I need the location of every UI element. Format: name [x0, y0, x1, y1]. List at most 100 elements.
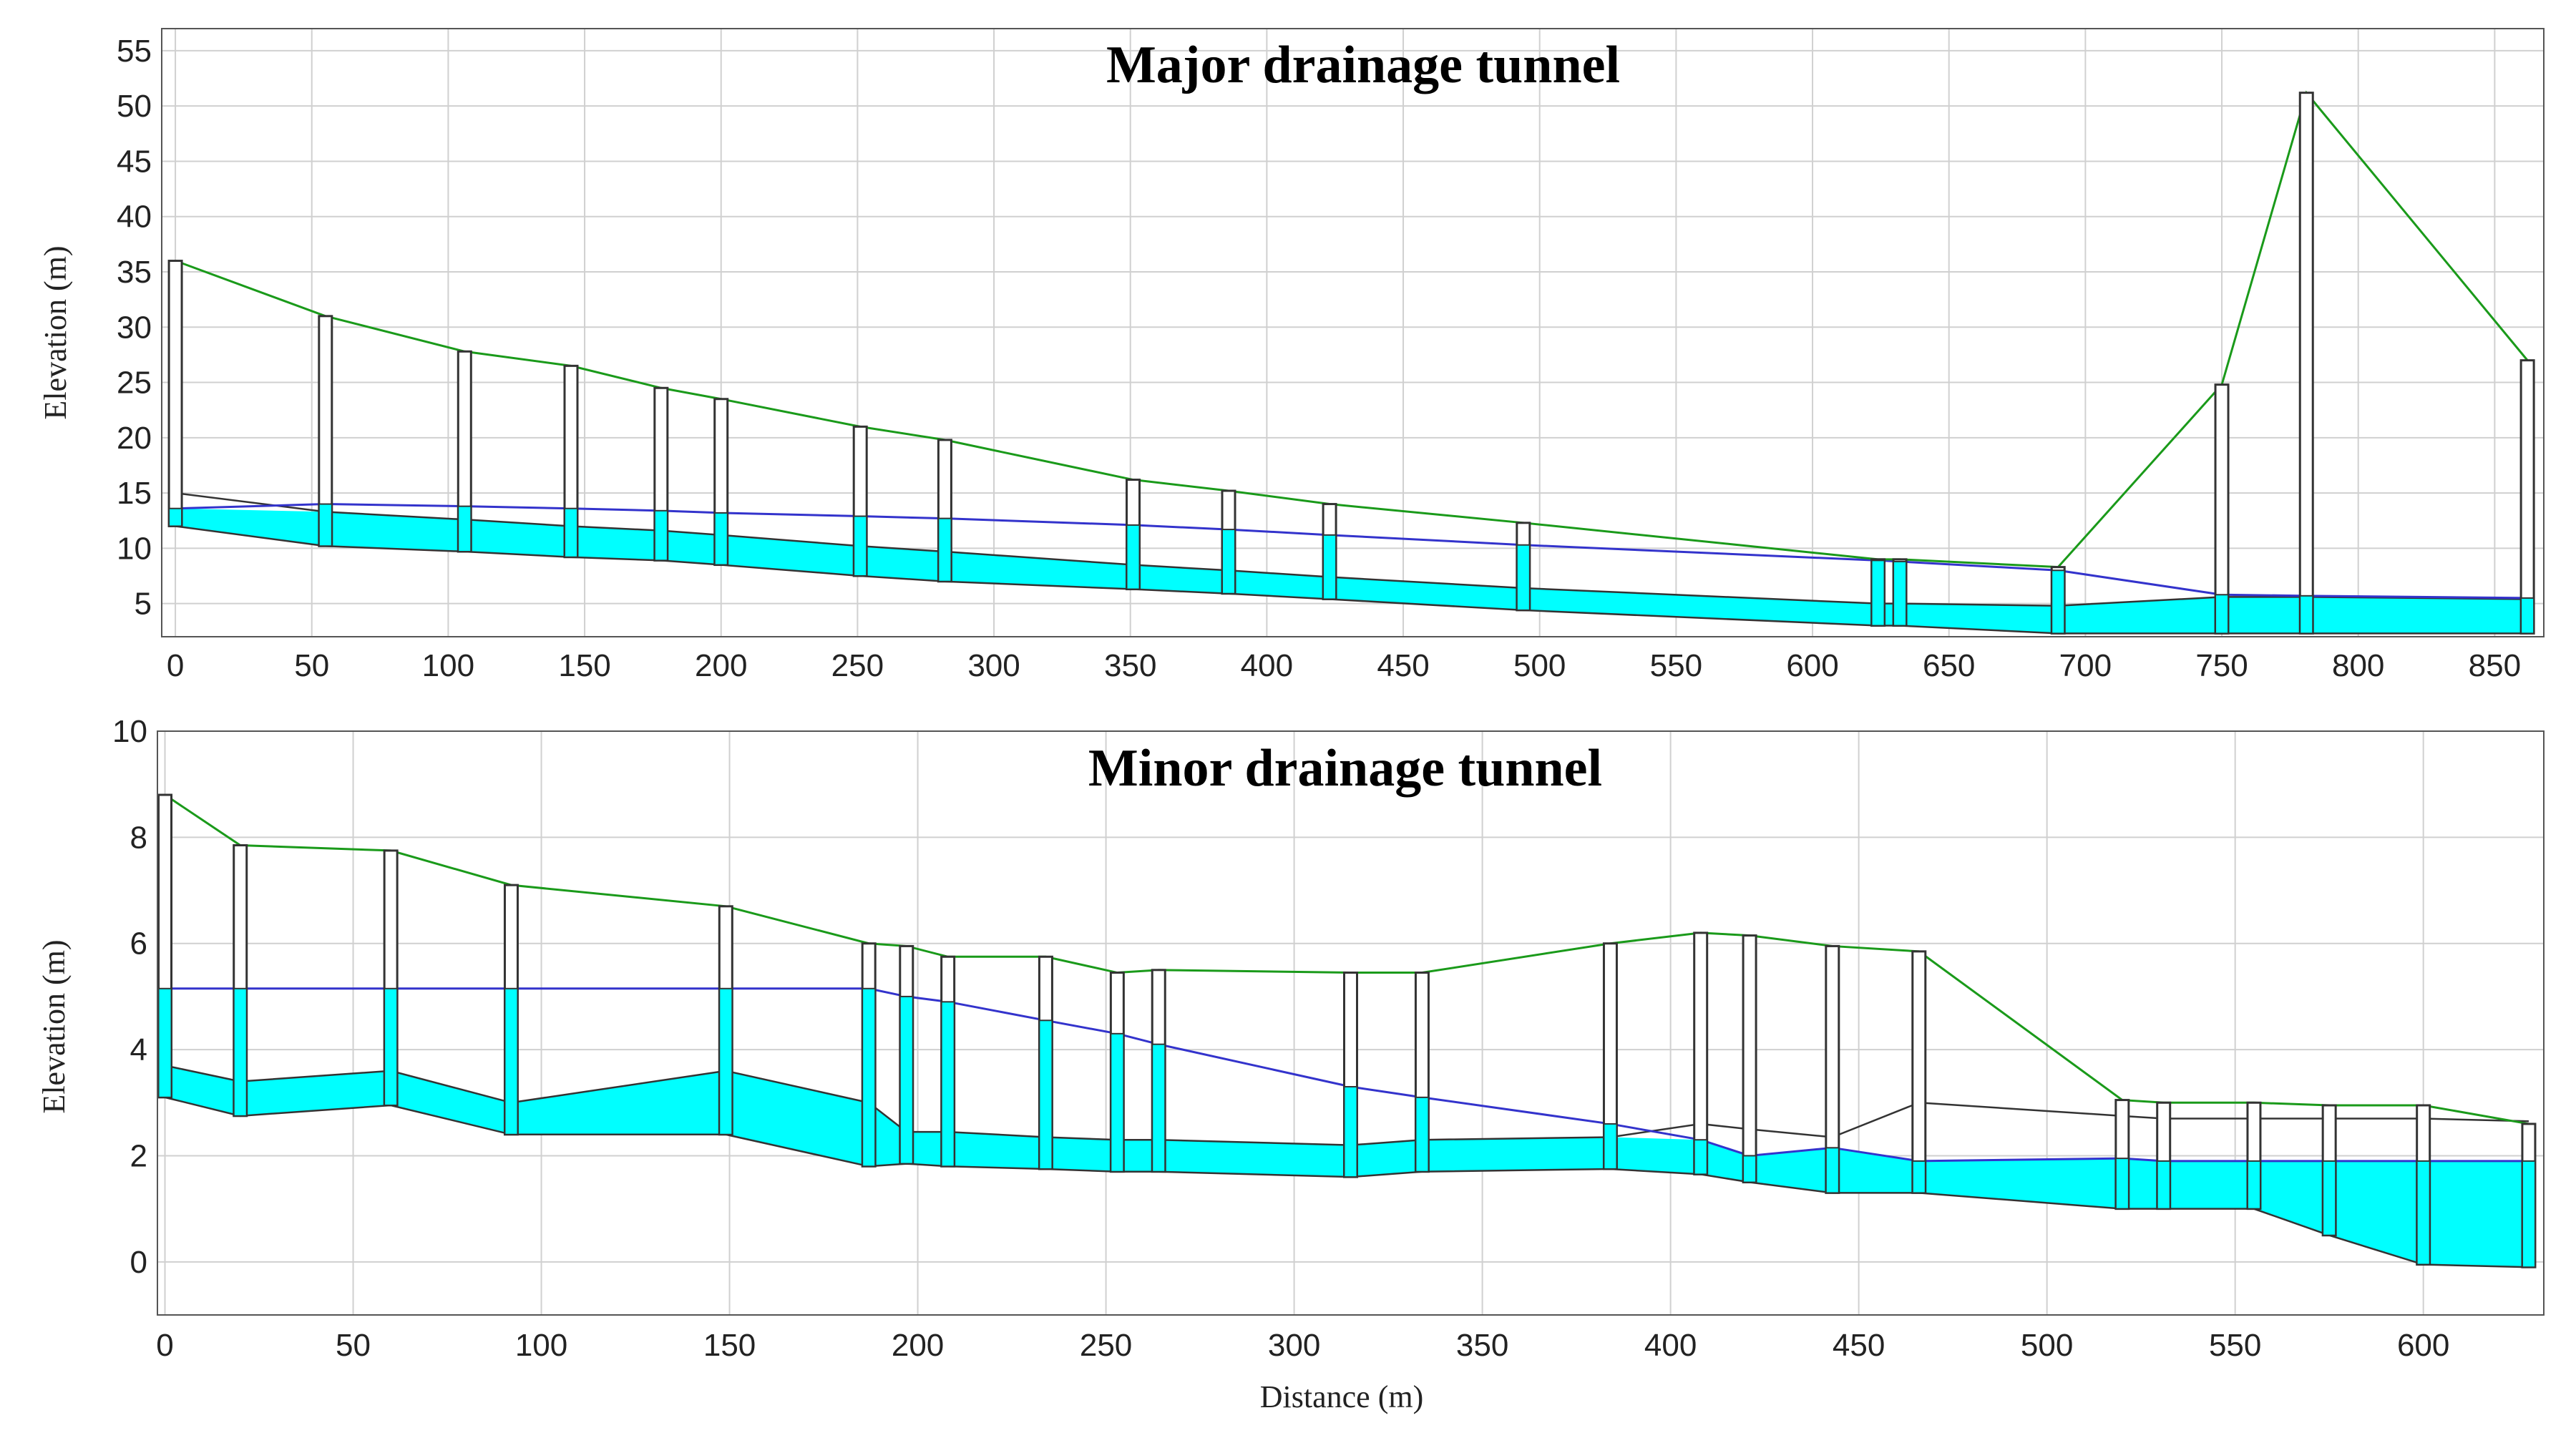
water-segment [570, 526, 661, 561]
manhole-water [2051, 569, 2066, 635]
y-tick-label: 5 [135, 587, 152, 622]
water-segment [721, 534, 861, 576]
water-segment [1900, 603, 2059, 634]
water-segment [391, 1070, 512, 1135]
manhole-water [2520, 597, 2535, 635]
water-segment [1158, 1140, 1351, 1178]
major-y-axis-title: Elevation (m) [38, 245, 73, 419]
x-tick-label: 400 [1241, 648, 1293, 683]
y-tick-label: 8 [130, 820, 147, 855]
x-tick-label: 850 [2469, 648, 2521, 683]
manhole-water [899, 995, 914, 1165]
manhole-water [1151, 1043, 1166, 1173]
x-tick-label: 100 [422, 648, 474, 683]
water-segment [1832, 1148, 1919, 1193]
ground-surface-line [164, 793, 2529, 1125]
minor-tunnel-panel: 0 50 100 150 200 250 300 350 400 450 500 550 600 0 2 4… [0, 714, 2576, 1438]
major-profile-lines [175, 90, 2529, 635]
water-segment [511, 1070, 726, 1135]
water-segment [1228, 570, 1330, 600]
manhole-water [1911, 1160, 1926, 1194]
manhole [167, 260, 183, 527]
y-tick-label: 10 [117, 531, 152, 566]
manhole-water [2156, 1160, 2171, 1210]
x-tick-label: 700 [2059, 648, 2112, 683]
pipe-crown-line [165, 1065, 2529, 1146]
manhole-water [718, 987, 733, 1135]
manhole [1742, 934, 1757, 1184]
minor-profile-lines [164, 793, 2529, 1268]
major-water-fill [175, 508, 2528, 634]
manhole-water [1603, 1122, 1618, 1170]
x-tick-label: 400 [1644, 1328, 1697, 1363]
major-manholes [167, 92, 2535, 635]
x-tick-label: 150 [703, 1328, 756, 1363]
x-tick-label: 200 [892, 1328, 944, 1363]
manhole-water [1038, 1019, 1053, 1170]
manhole [1693, 931, 1709, 1175]
water-segment [947, 1132, 1046, 1169]
y-tick-label: 25 [117, 366, 152, 401]
x-tick-label: 200 [695, 648, 747, 683]
water-segment [2122, 1158, 2164, 1209]
water-segment [1610, 1137, 1701, 1175]
water-segment [2306, 597, 2528, 634]
major-plot-border [161, 28, 2545, 637]
manhole-water [1343, 1086, 1358, 1178]
pipe-invert-line [165, 1096, 2529, 1268]
water-segment [1523, 588, 1878, 626]
manhole-water [1693, 1139, 1708, 1175]
manhole-water [318, 503, 333, 547]
x-tick-label: 500 [2021, 1328, 2073, 1363]
manhole-water [1893, 560, 1908, 627]
manhole [1911, 950, 1927, 1194]
water-segment [240, 1070, 391, 1116]
manhole-water [457, 505, 472, 552]
manhole [2519, 359, 2535, 635]
minor-chart-title: Minor drainage tunnel [1088, 739, 1602, 798]
x-tick-label: 150 [558, 648, 610, 683]
minor-x-axis-title: Distance (m) [1260, 1379, 1423, 1414]
hydraulic-grade-line [165, 987, 2529, 1163]
x-tick-label: 0 [167, 648, 184, 683]
water-segment [906, 1132, 948, 1167]
water-segment [1330, 577, 1523, 610]
water-segment [2222, 597, 2307, 634]
manhole-water [504, 987, 519, 1135]
water-segment [464, 519, 571, 557]
x-tick-label: 450 [1377, 648, 1429, 683]
manhole-water [2246, 1160, 2261, 1210]
major-chart-title: Major drainage tunnel [1106, 36, 1620, 94]
x-tick-label: 300 [967, 648, 1020, 683]
manhole-water [2322, 1160, 2337, 1236]
y-tick-label: 45 [117, 144, 152, 179]
y-tick-label: 10 [112, 714, 147, 749]
water-segment [1422, 1137, 1611, 1172]
water-segment [1350, 1140, 1423, 1178]
minor-plot-border [157, 730, 2545, 1316]
water-segment [945, 552, 1133, 590]
pipe-invert-line [175, 525, 2528, 635]
manhole-water [2521, 1160, 2536, 1268]
major-y-tick-labels: 5 10 15 20 25 30 35 40 45 50 55 [117, 34, 152, 622]
x-tick-label: 350 [1456, 1328, 1508, 1363]
y-tick-label: 15 [117, 476, 152, 511]
x-tick-label: 550 [1650, 648, 1702, 683]
water-segment [1117, 1140, 1159, 1172]
manhole-water [2114, 1158, 2129, 1210]
x-tick-label: 100 [515, 1328, 567, 1363]
y-tick-label: 6 [130, 926, 147, 962]
y-tick-label: 4 [130, 1032, 147, 1067]
x-tick-label: 350 [1104, 648, 1156, 683]
manhole-water [713, 512, 728, 566]
y-tick-label: 2 [130, 1138, 147, 1173]
manhole-water [1126, 524, 1141, 590]
y-tick-label: 50 [117, 89, 152, 124]
water-segment [1700, 1140, 1750, 1183]
x-tick-label: 600 [2397, 1328, 2449, 1363]
manhole [2298, 92, 2314, 635]
minor-y-axis-title: Elevation (m) [36, 939, 72, 1113]
x-tick-label: 50 [294, 648, 329, 683]
x-tick-label: 50 [336, 1328, 371, 1363]
